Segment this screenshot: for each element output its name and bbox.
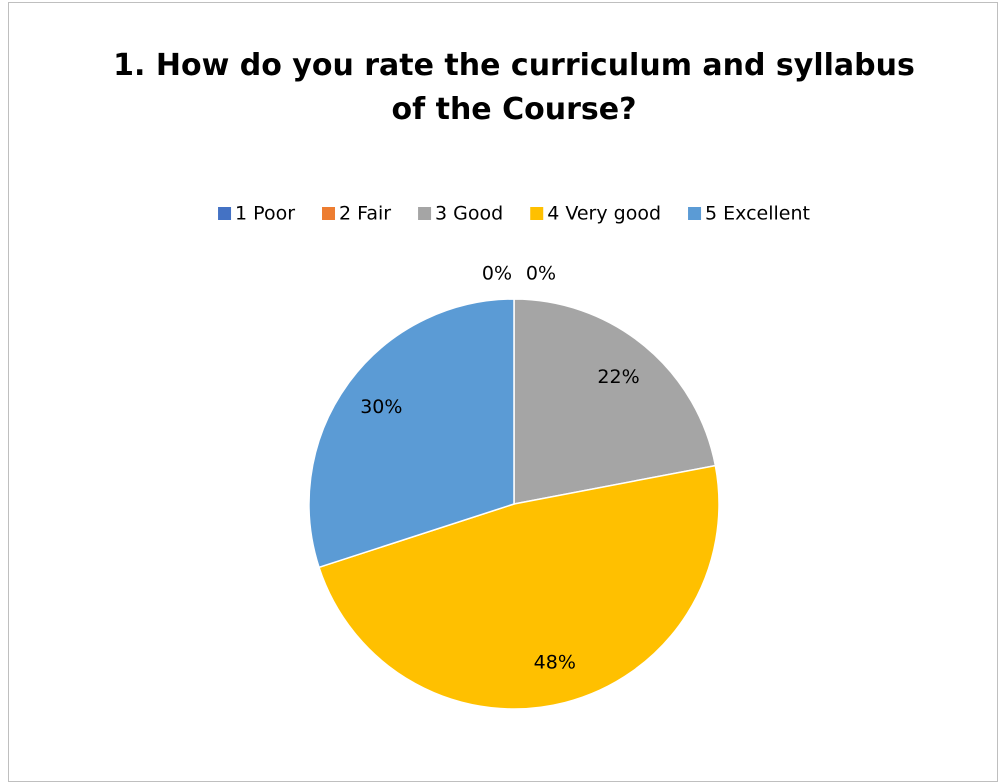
legend-swatch (418, 207, 432, 220)
legend-label: 1 Poor (235, 203, 295, 225)
data-label: 22% (597, 366, 639, 388)
data-label: 48% (534, 651, 576, 673)
legend-swatch (530, 207, 544, 220)
legend-swatch (688, 207, 702, 220)
legend-label: 4 Very good (547, 203, 661, 225)
data-label: 30% (360, 396, 402, 418)
pie-slice (318, 464, 720, 710)
legend-label: 2 Fair (339, 203, 391, 225)
legend-swatch (218, 207, 232, 220)
legend-label: 3 Good (435, 203, 503, 225)
data-label: 0% (482, 263, 512, 285)
legend-label: 5 Excellent (705, 203, 810, 225)
pie-slice (308, 298, 515, 569)
page: 1. How do you rate the curriculum and sy… (8, 2, 998, 782)
chart: 1 Poor 2 Fair 3 Good 4 Very good 5 Excellent… (218, 203, 810, 710)
pie-slice (513, 298, 717, 505)
chart-title: 1. How do you rate the curriculum and sy… (113, 48, 915, 127)
data-label: 0% (526, 263, 556, 285)
legend-swatch (322, 207, 336, 220)
